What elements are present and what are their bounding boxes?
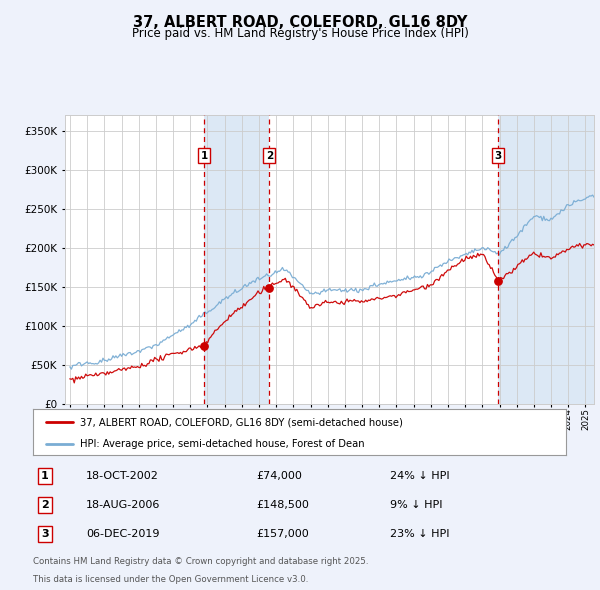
Bar — [498, 115, 594, 404]
Text: HPI: Average price, semi-detached house, Forest of Dean: HPI: Average price, semi-detached house,… — [80, 438, 365, 448]
Point — [265, 283, 274, 293]
Bar — [269, 115, 498, 404]
Text: This data is licensed under the Open Government Licence v3.0.: This data is licensed under the Open Gov… — [33, 575, 308, 585]
Text: 37, ALBERT ROAD, COLEFORD, GL16 8DY (semi-detached house): 37, ALBERT ROAD, COLEFORD, GL16 8DY (sem… — [80, 417, 403, 427]
Point — [493, 277, 503, 286]
Text: 3: 3 — [494, 150, 502, 160]
Text: Contains HM Land Registry data © Crown copyright and database right 2025.: Contains HM Land Registry data © Crown c… — [33, 557, 368, 566]
Text: 23% ↓ HPI: 23% ↓ HPI — [390, 529, 449, 539]
Text: 37, ALBERT ROAD, COLEFORD, GL16 8DY: 37, ALBERT ROAD, COLEFORD, GL16 8DY — [133, 15, 467, 30]
Text: 18-OCT-2002: 18-OCT-2002 — [86, 471, 159, 481]
Bar — [65, 115, 204, 404]
Text: 9% ↓ HPI: 9% ↓ HPI — [390, 500, 442, 510]
Point — [199, 342, 209, 351]
Text: £148,500: £148,500 — [257, 500, 310, 510]
Text: 1: 1 — [200, 150, 208, 160]
Text: 2: 2 — [41, 500, 49, 510]
Text: 1: 1 — [41, 471, 49, 481]
Bar — [204, 115, 269, 404]
Text: 3: 3 — [41, 529, 49, 539]
Text: Price paid vs. HM Land Registry's House Price Index (HPI): Price paid vs. HM Land Registry's House … — [131, 27, 469, 40]
Text: £157,000: £157,000 — [257, 529, 310, 539]
Text: 24% ↓ HPI: 24% ↓ HPI — [390, 471, 449, 481]
Text: 18-AUG-2006: 18-AUG-2006 — [86, 500, 161, 510]
Text: 06-DEC-2019: 06-DEC-2019 — [86, 529, 160, 539]
Text: 2: 2 — [266, 150, 273, 160]
Text: £74,000: £74,000 — [257, 471, 302, 481]
